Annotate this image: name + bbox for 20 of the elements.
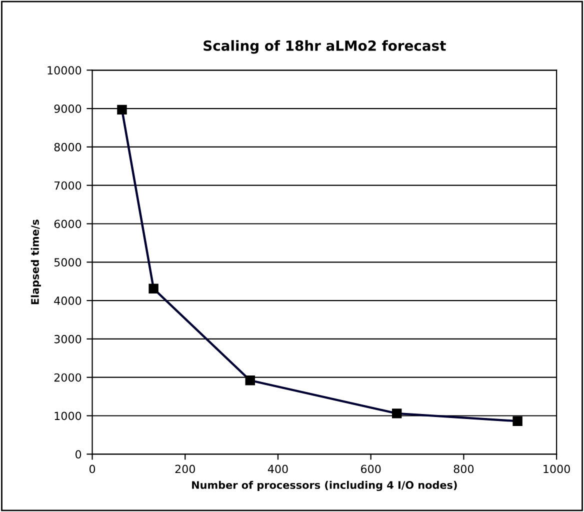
chart-title: Scaling of 18hr aLMo2 forecast — [204, 40, 446, 54]
y-tick-label: 8000 — [54, 142, 82, 152]
y-tick-label: 5000 — [54, 258, 82, 267]
y-tick-label: 2000 — [54, 373, 82, 382]
x-axis-title: Number of processors (including 4 I/O nodes) — [192, 480, 457, 492]
y-tick-label: 9000 — [54, 104, 82, 113]
x-tick-label: 800 — [454, 464, 474, 474]
x-tick-label: 200 — [175, 464, 195, 474]
y-tick-label: 1000 — [54, 412, 82, 420]
y-tick-label: 10000 — [48, 66, 82, 75]
x-tick-label: 1000 — [544, 464, 570, 474]
y-tick-label: 7000 — [54, 181, 82, 190]
y-axis-title: Elapsed time/s — [30, 220, 41, 304]
y-tick-label: 6000 — [54, 220, 82, 228]
x-tick-label: 600 — [361, 464, 381, 474]
x-tick-label: 0 — [89, 464, 96, 474]
x-tick-label: 400 — [268, 464, 288, 474]
y-tick-label: 0 — [76, 450, 82, 459]
y-tick-label: 4000 — [54, 296, 82, 305]
y-tick-label: 3000 — [54, 334, 82, 344]
